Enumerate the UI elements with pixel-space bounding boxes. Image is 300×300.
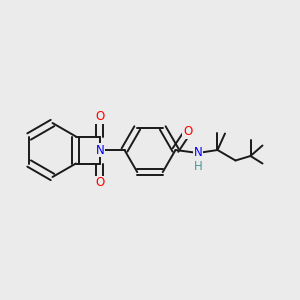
Text: O: O <box>183 125 192 139</box>
Text: H: H <box>194 160 202 173</box>
Text: N: N <box>95 143 104 157</box>
Text: O: O <box>95 176 104 190</box>
Text: O: O <box>95 110 104 124</box>
Text: N: N <box>194 146 202 160</box>
